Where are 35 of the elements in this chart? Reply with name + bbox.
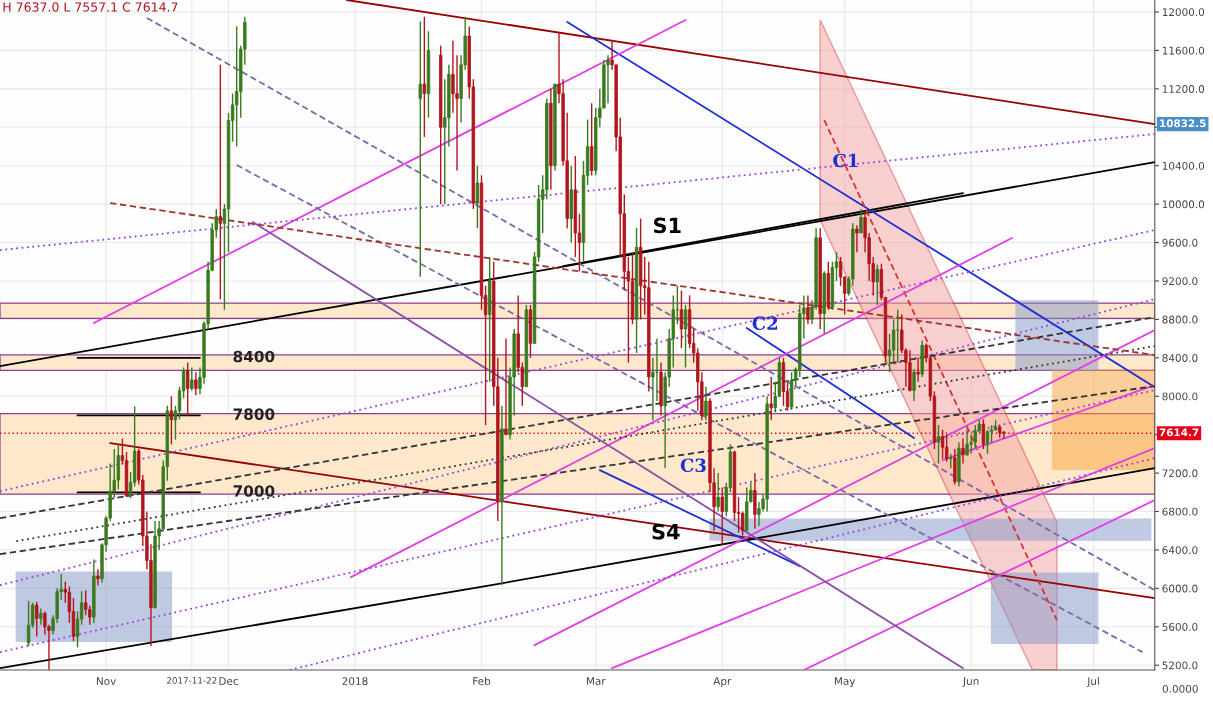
x-tick-label: Nov: [96, 677, 116, 686]
x-tick-label: Apr: [713, 677, 732, 688]
y-tick-label: 8000.0: [1162, 392, 1198, 401]
x-tick-label: 2017-11-22: [167, 677, 217, 684]
text: 0.0000: [1162, 684, 1198, 693]
annotation: S1: [654, 217, 681, 234]
y-tick-label: 6400.0: [1162, 546, 1198, 555]
y-tick-label: 11200.0: [1162, 85, 1205, 93]
annotation: C1: [833, 153, 858, 168]
x-tick-label: Jul: [1086, 676, 1099, 687]
annotation: S4: [652, 523, 680, 540]
annotation: 10832.5: [1160, 119, 1206, 128]
y-tick-label: 6000.0: [1162, 584, 1198, 593]
y-tick-label: 7200.0: [1162, 469, 1198, 478]
x-tick-label: Feb: [473, 676, 491, 686]
y-tick-label: 5600.0: [1162, 623, 1198, 631]
x-tick-label: May: [834, 677, 856, 688]
x-tick-label: 2018: [342, 677, 368, 686]
y-tick-label: 11600.0: [1162, 46, 1205, 55]
x-tick-label: Mar: [586, 677, 606, 686]
y-tick-label: 8400.0: [1162, 354, 1198, 362]
y-tick-label: 10000.0: [1162, 200, 1205, 209]
y-tick-label: 12000.0: [1162, 8, 1205, 17]
ref-line-label: 7614.7: [1159, 428, 1199, 437]
y-tick-label: 5200.0: [1162, 661, 1198, 670]
y-tick-label: 8800.0: [1162, 315, 1198, 324]
y-tick-label: 9600.0: [1162, 238, 1198, 247]
y-tick-label: 10400.0: [1162, 161, 1205, 170]
annotation: C3: [680, 458, 706, 473]
y-tick-label: 9200.0: [1162, 277, 1198, 286]
annotation: C2: [752, 316, 778, 330]
x-tick-label: Dec: [219, 677, 238, 686]
x-tick-label: Jun: [962, 677, 979, 687]
annotation: H 7637.0 L 7557.1 C 7614.7: [3, 2, 178, 12]
y-tick-label: 6800.0: [1162, 507, 1198, 516]
